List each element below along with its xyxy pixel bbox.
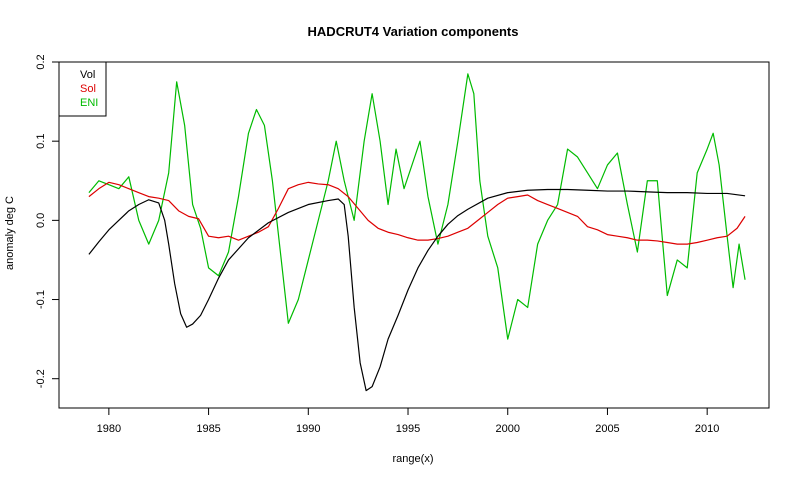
x-tick-label: 1990 bbox=[296, 423, 320, 435]
y-axis-label: anomaly deg C bbox=[4, 196, 16, 270]
series-line-vol bbox=[88, 188, 746, 392]
legend: Vol Sol ENI bbox=[58, 61, 107, 117]
chart-title: HADCRUT4 Variation components bbox=[308, 24, 519, 39]
series-line-sol bbox=[88, 181, 746, 245]
legend-entry-sol: Sol bbox=[80, 83, 96, 95]
y-tick-label: 0.0 bbox=[35, 213, 47, 228]
y-tick-label: -0.1 bbox=[35, 290, 47, 309]
y-tick-label: -0.2 bbox=[35, 369, 47, 388]
x-tick-label: 2005 bbox=[595, 423, 619, 435]
y-tick-label: 0.1 bbox=[35, 134, 47, 149]
x-axis: 1980 1985 1990 1995 2000 2005 2010 bbox=[97, 407, 719, 435]
series-group bbox=[88, 73, 746, 392]
y-tick-label: 0.2 bbox=[35, 54, 47, 69]
x-tick-label: 1995 bbox=[396, 423, 420, 435]
legend-box bbox=[58, 61, 107, 117]
x-tick-label: 1980 bbox=[97, 423, 121, 435]
x-tick-label: 2010 bbox=[695, 423, 719, 435]
legend-entry-vol: Vol bbox=[80, 69, 95, 81]
series-line-eni bbox=[88, 73, 746, 340]
x-axis-label: range(x) bbox=[393, 453, 434, 465]
x-tick-label: 2000 bbox=[495, 423, 519, 435]
legend-entry-eni: ENI bbox=[80, 97, 98, 109]
x-tick-label: 1985 bbox=[196, 423, 220, 435]
